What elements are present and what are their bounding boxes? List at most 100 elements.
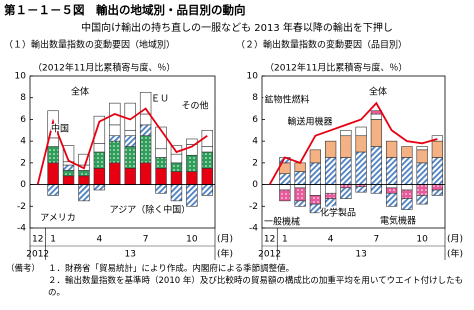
bar-segment	[431, 140, 444, 158]
bar-segment	[279, 173, 291, 185]
bar-segment	[201, 167, 213, 185]
x-tick-label: 4	[97, 235, 103, 245]
panel-title: （２）輸出数量指数の変動要因（品目別）	[236, 39, 407, 51]
total-line	[36, 107, 208, 185]
bar-segment	[78, 175, 90, 185]
y-tick-label: -4	[249, 224, 258, 234]
bar-segment	[186, 154, 198, 172]
bar-segment	[139, 162, 152, 185]
bar-segment	[294, 187, 306, 202]
y-tick-label: -2	[249, 202, 258, 212]
bar-segment	[355, 135, 367, 153]
bar-segment	[78, 170, 90, 177]
bar-segment	[47, 146, 59, 164]
bar-segment	[385, 157, 398, 185]
note: ２．輸出数量指数を基準時（2010 年）及び比較時の貿易額の構成比の加重平均を用…	[48, 276, 464, 298]
bar-segment	[416, 149, 428, 164]
bar-segment	[340, 187, 352, 199]
bar-segment	[324, 198, 337, 210]
bar-segment	[294, 184, 306, 189]
bar-segment	[279, 184, 291, 191]
y-tick-label: 8	[252, 93, 258, 103]
bar-segment	[385, 140, 398, 158]
series-label: 鉱物性燃料	[264, 94, 309, 106]
plot-frame	[261, 75, 446, 229]
bar-segment	[355, 126, 367, 137]
bar-segment	[370, 113, 383, 120]
month-unit: (月)	[217, 234, 233, 245]
bar-segment	[62, 145, 75, 163]
bar-segment	[155, 167, 167, 185]
y-tick-label: 10	[15, 72, 27, 82]
bar-segment	[309, 203, 322, 214]
bar-segment	[309, 149, 322, 164]
bar-segment	[416, 162, 428, 185]
bar-segment	[370, 146, 383, 185]
bar-segment	[431, 157, 444, 185]
year-label: 2012	[26, 250, 49, 260]
bar-segment	[170, 153, 183, 164]
series-label: アジア（除く中国）	[110, 204, 191, 216]
bar-segment	[155, 184, 167, 194]
bar-segment	[324, 184, 337, 194]
bar-segment	[47, 184, 59, 196]
bar-segment	[201, 184, 213, 196]
bar-segment	[155, 157, 167, 169]
bar-segment	[370, 119, 383, 147]
bar-segment	[294, 171, 306, 185]
bar-segment	[109, 162, 121, 185]
bar-segment	[340, 135, 352, 158]
bar-segment	[416, 146, 428, 151]
bar-segment	[124, 135, 136, 147]
series-label: アメリカ	[40, 213, 76, 224]
bar-segment	[139, 113, 152, 126]
bar-segment	[124, 167, 136, 185]
bar-segment	[93, 143, 106, 153]
x-tick-label: 10	[416, 235, 428, 245]
bar-segment	[416, 195, 428, 205]
note-row: （備考） １．財務省「貿易統計」により作成。内閣府による季節調整値。 ２．輸出数…	[6, 263, 468, 299]
y-tick-label: 0	[252, 180, 258, 190]
y-tick-label: 6	[252, 115, 258, 125]
bar-segment	[309, 162, 322, 185]
bar-segment	[294, 200, 306, 207]
bar-segment	[294, 162, 306, 172]
y-tick-label: 4	[20, 137, 26, 147]
bar-segment	[201, 146, 213, 153]
bar-segment	[355, 151, 367, 185]
bar-segment	[340, 129, 352, 137]
year-label: 2012	[258, 250, 281, 260]
bar-segment	[431, 135, 444, 142]
series-label: その他	[181, 100, 208, 112]
bar-segment	[139, 135, 152, 164]
year-unit: (年)	[217, 248, 233, 260]
x-tick-label: 1	[50, 235, 56, 245]
bar-segment	[385, 187, 398, 194]
unit-label: （2012年11月比累積寄与度、％）	[265, 62, 407, 74]
bar-segment	[93, 115, 106, 144]
bar-segment	[93, 167, 106, 185]
bar-segment	[401, 198, 413, 210]
page-subtitle: 中国向け輸出の持ち直しの一服なども 2013 年春以降の輸出を下押し	[81, 23, 393, 34]
notes: （備考） １．財務省「貿易統計」により作成。内閣府による季節調整値。 ２．輸出数…	[6, 263, 468, 299]
series-label: 輸送用機器	[287, 116, 332, 128]
bar-segment	[139, 124, 152, 137]
bar-segment	[109, 135, 121, 142]
y-tick-label: 2	[252, 158, 258, 168]
bar-segment	[124, 146, 136, 169]
notes-lead: （備考）	[6, 264, 41, 274]
series-label: 全体	[369, 86, 387, 98]
x-tick-label: 1	[282, 235, 288, 245]
x-tick-label: 7	[143, 235, 149, 245]
unit-label: （2012年11月比累積寄与度、％）	[33, 62, 175, 74]
bar-segment	[279, 189, 291, 202]
bar-segment	[355, 186, 367, 193]
bar-segment	[324, 157, 337, 185]
y-tick-label: 0	[20, 180, 26, 190]
bar-segment	[324, 192, 337, 199]
bar-segment	[324, 140, 337, 158]
x-tick-label: 12	[264, 235, 275, 245]
x-tick-label: 4	[328, 235, 334, 245]
y-tick-label: -4	[17, 224, 26, 234]
